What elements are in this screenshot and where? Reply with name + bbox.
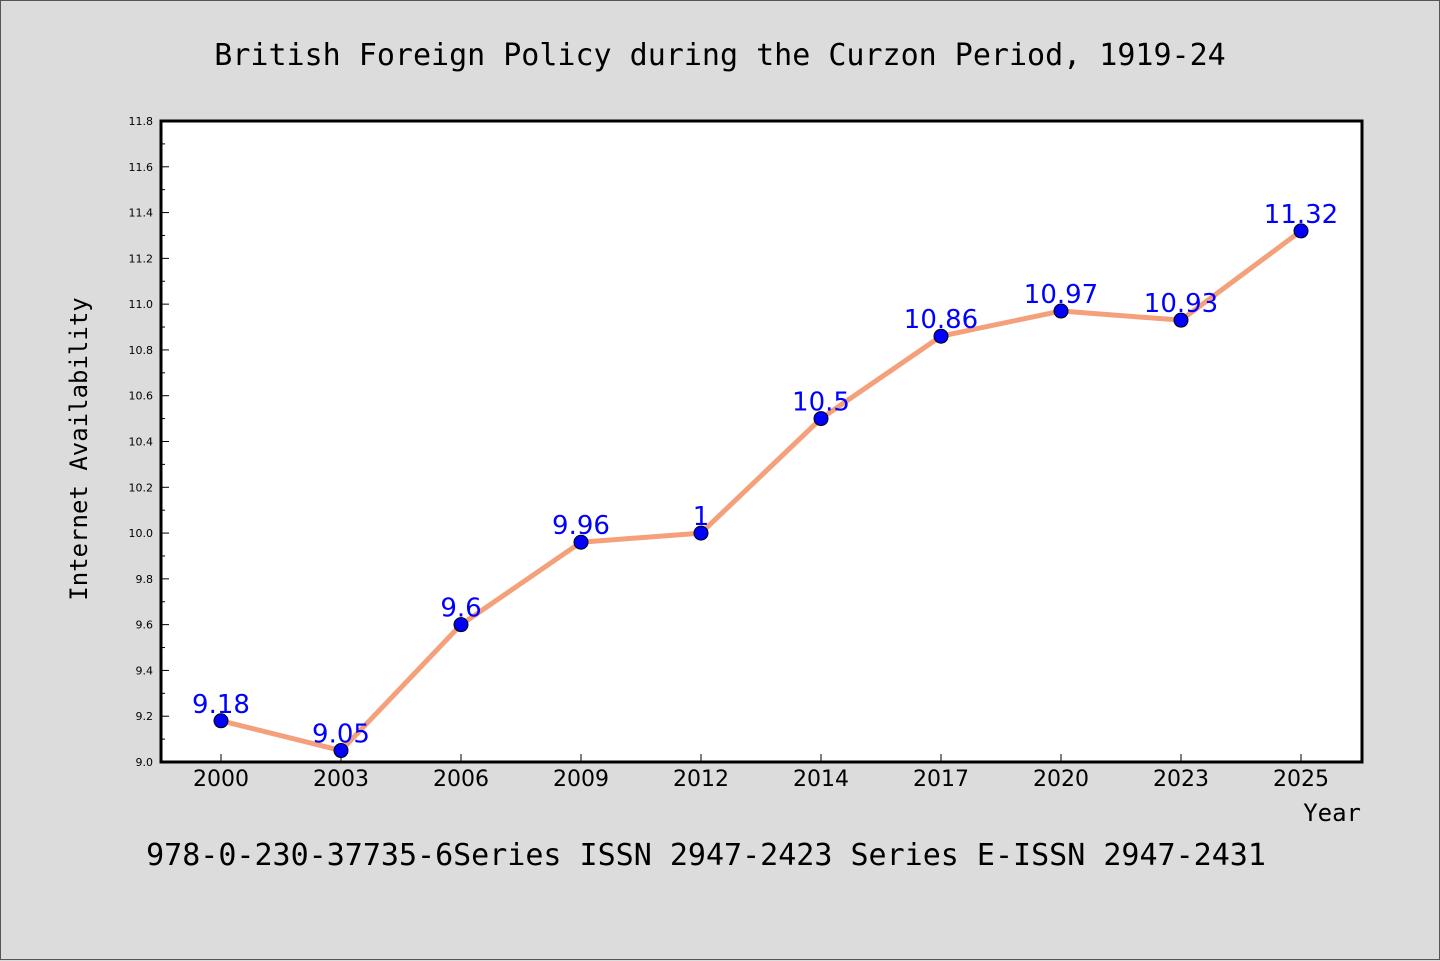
data-point — [1173, 312, 1189, 328]
data-markers — [213, 223, 1309, 759]
x-axis: 2000 2003 2006 2009 2012 2014 2017 2020 2023 2025 — [193, 754, 1329, 792]
x-tick-label: 2000 — [193, 767, 249, 792]
data-label: 9.6 — [440, 594, 481, 624]
data-label: 9.96 — [552, 511, 610, 541]
y-tick-label: 11.6 — [129, 161, 154, 174]
data-label: 10.97 — [1024, 280, 1098, 310]
x-tick-label: 2020 — [1033, 767, 1089, 792]
series-line — [218, 228, 1304, 754]
data-point — [333, 743, 349, 759]
x-tick-label: 2009 — [553, 767, 609, 792]
y-tick-label: 10.6 — [129, 390, 154, 403]
data-label: 1 — [693, 502, 710, 532]
x-tick-label: 2017 — [913, 767, 969, 792]
x-tick-label: 2014 — [793, 767, 849, 792]
data-label: 11.32 — [1264, 200, 1338, 230]
data-point — [213, 713, 229, 729]
chart-title: British Foreign Policy during the Curzon… — [214, 38, 1225, 73]
data-point — [813, 411, 829, 427]
y-tick-label: 10.8 — [129, 344, 154, 357]
y-tick-label: 9.6 — [136, 619, 154, 632]
x-tick-label: 2025 — [1273, 767, 1329, 792]
y-tick-label: 9.8 — [136, 573, 154, 586]
y-axis: 9.0 9.2 9.4 9.6 9.8 10.0 10.2 10.4 10.6 10.8 11.0 1… — [129, 115, 169, 769]
data-point — [933, 328, 949, 344]
plot-area — [159, 119, 1364, 764]
x-axis-label: Year — [1303, 799, 1361, 827]
data-labels: 9.18 9.05 9.6 9.96 1 10.5 10.86 10.97 10.93 11.32 — [192, 200, 1338, 750]
data-label: 10.93 — [1144, 289, 1218, 319]
data-label: 10.5 — [792, 388, 850, 418]
data-label: 9.05 — [312, 720, 370, 750]
footer-isbn-issn: 978-0-230-37735-6Series ISSN 2947-2423 S… — [146, 838, 1266, 873]
y-tick-label: 9.4 — [136, 664, 154, 677]
y-tick-label: 11.4 — [129, 207, 154, 220]
y-axis-label: Internet Availability — [65, 297, 93, 600]
data-point — [573, 534, 589, 550]
x-tick-label: 2012 — [673, 767, 729, 792]
x-tick-label: 2003 — [313, 767, 369, 792]
x-tick-label: 2023 — [1153, 767, 1209, 792]
data-point — [453, 617, 469, 633]
data-point — [1053, 303, 1069, 319]
data-label: 9.18 — [192, 690, 250, 720]
y-tick-label: 9.2 — [136, 710, 154, 723]
y-tick-label: 10.0 — [129, 527, 154, 540]
data-label: 10.86 — [904, 305, 978, 335]
data-point — [1293, 223, 1309, 239]
x-tick-label: 2006 — [433, 767, 489, 792]
y-tick-label: 11.2 — [129, 252, 154, 265]
y-tick-label: 11.0 — [129, 298, 154, 311]
y-tick-label: 9.0 — [136, 756, 154, 769]
y-tick-label: 10.4 — [129, 436, 154, 449]
data-point — [693, 525, 709, 541]
y-tick-label: 10.2 — [129, 481, 154, 494]
series-line-group — [218, 228, 1304, 754]
y-tick-label: 11.8 — [129, 115, 154, 128]
